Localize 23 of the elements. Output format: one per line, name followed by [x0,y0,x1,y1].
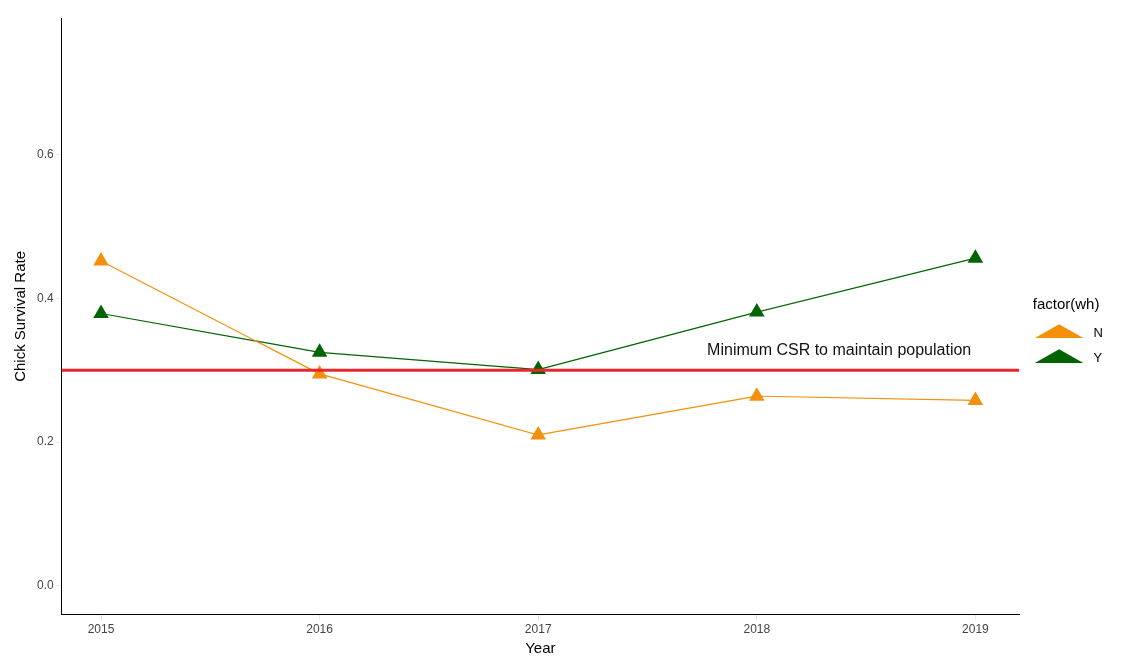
x-tick-label: 2015 [87,622,115,637]
y-axis-title: Chick Survival Rate [11,250,29,382]
legend-label: Y [1093,350,1103,366]
point [530,425,547,440]
point [749,387,765,401]
point [311,343,328,357]
legend-title: factor(wh) [1032,294,1100,312]
y-tick-label: 0.4 [36,290,54,305]
y-tick-label: 0.2 [36,434,54,449]
y-tick-label: 0.0 [36,578,54,593]
ref-line-label: Minimum CSR to maintain population [707,340,972,358]
x-tick-label: 2017 [524,622,552,637]
y-tick-label: 0.6 [36,147,54,162]
point [967,249,984,263]
point [93,304,109,319]
point [749,303,765,317]
point [967,391,984,405]
x-axis-title: Year [525,639,556,657]
x-tick-label: 2016 [306,622,334,637]
x-tick-label: 2018 [743,622,771,637]
legend-label: N [1093,325,1103,341]
x-tick-label: 2019 [962,622,990,637]
point [93,252,109,266]
